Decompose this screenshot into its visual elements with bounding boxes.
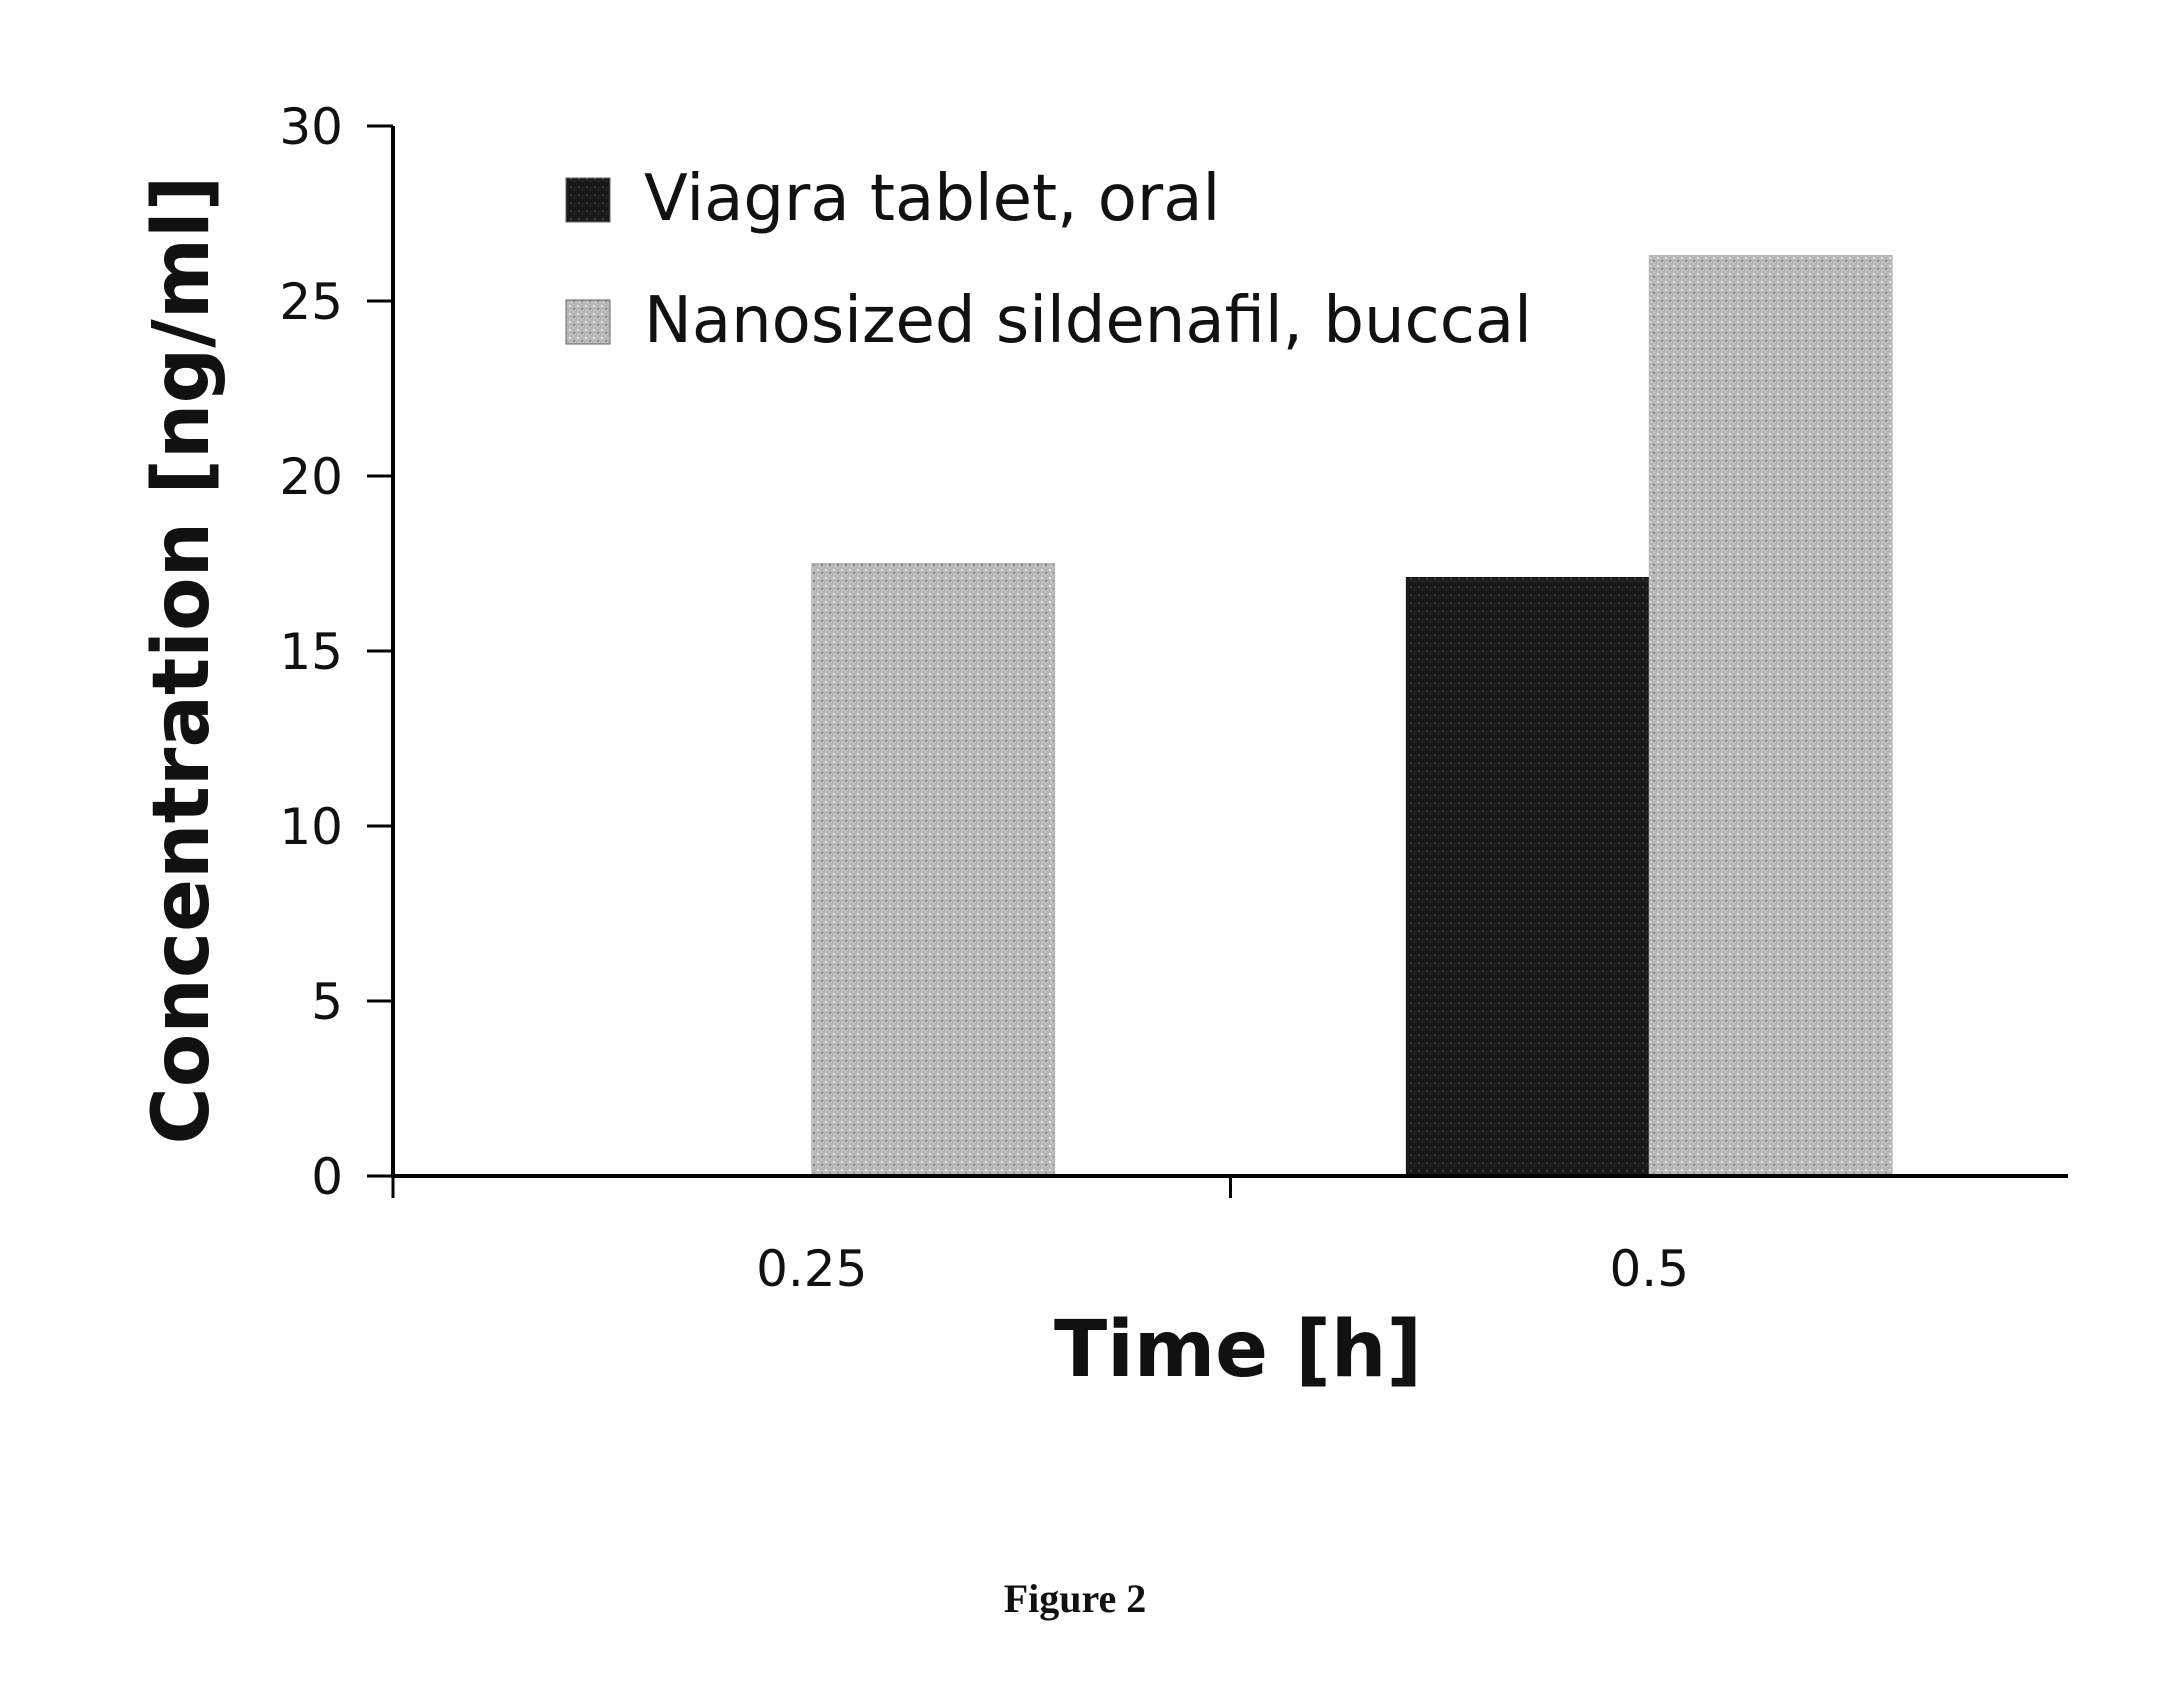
legend-swatch-nanosized-sildenafil-buccal [565,299,611,345]
y-tick-label: 10 [279,798,343,856]
bar-nanosized-sildenafil-buccal-0-25 [811,563,1056,1175]
y-tick-label: 30 [279,98,343,156]
y-tick-label: 5 [311,973,343,1031]
legend-label-viagra-tablet-oral: Viagra tablet, oral [644,162,1220,236]
x-axis-title: Time [h] [1054,1305,1422,1395]
x-ticks-group: 0.25 0.5 [391,1176,1689,1298]
bars-group [811,255,1893,1175]
x-tick-label: 0.25 [756,1240,867,1298]
legend-swatch-viagra-tablet-oral [565,177,611,223]
y-ticks-group: 0 5 10 15 20 25 30 [279,98,393,1206]
y-tick-label: 25 [279,273,343,331]
bar-nanosized-sildenafil-buccal-0-5 [1648,255,1893,1175]
legend: Viagra tablet, oral Nanosized sildenafil,… [565,162,1532,358]
figure-caption: Figure 2 [1004,1576,1147,1621]
x-tick-label: 0.5 [1609,1240,1689,1298]
y-tick-label: 15 [279,623,343,681]
bar-viagra-tablet-oral-0-5 [1405,577,1650,1175]
y-tick-label: 0 [311,1148,343,1206]
y-tick-label: 20 [279,448,343,506]
y-axis-title: Concentration [ng/ml] [137,176,227,1145]
legend-label-nanosized-sildenafil-buccal: Nanosized sildenafil, buccal [644,284,1532,358]
